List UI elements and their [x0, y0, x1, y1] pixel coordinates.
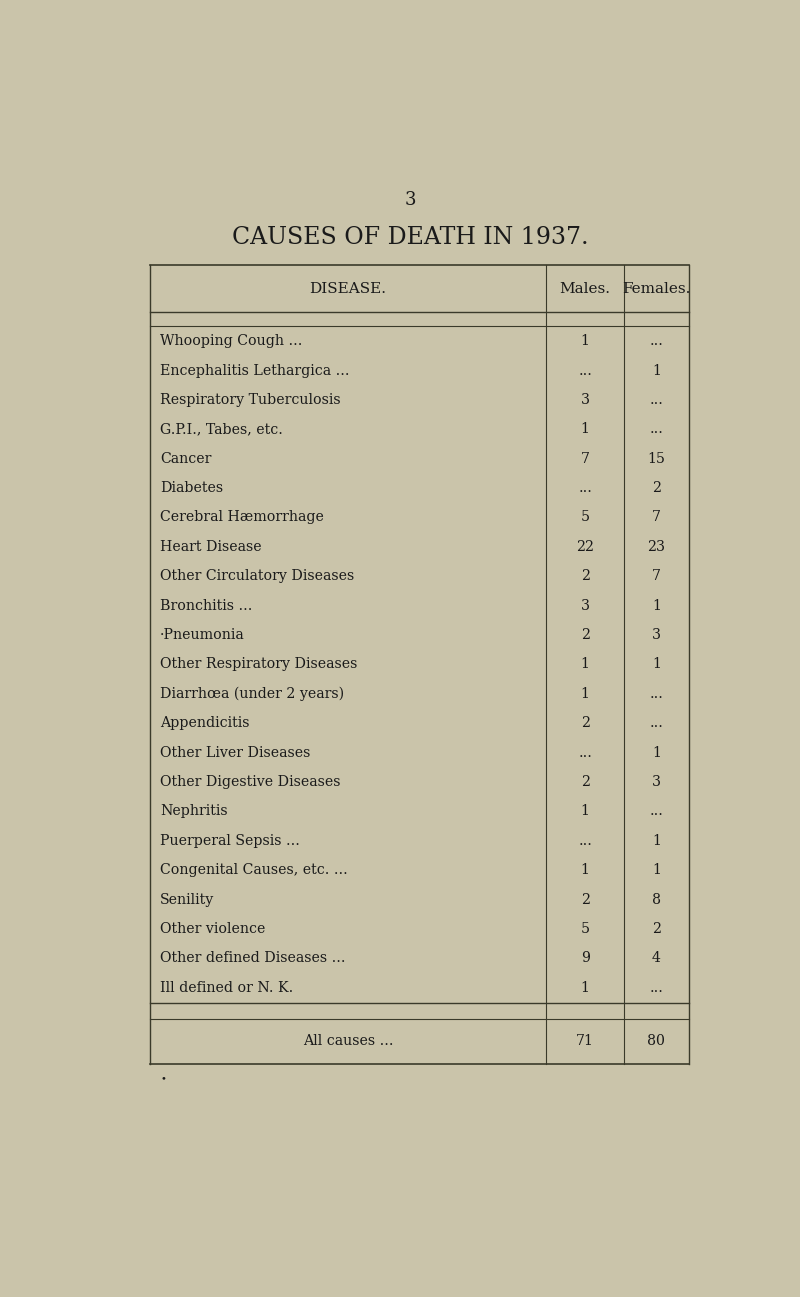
Text: 9: 9	[581, 952, 590, 965]
Text: 3: 3	[652, 776, 661, 789]
Text: Heart Disease: Heart Disease	[160, 540, 262, 554]
Text: 1: 1	[581, 804, 590, 818]
Text: 1: 1	[581, 423, 590, 436]
Text: Males.: Males.	[560, 281, 610, 296]
Text: ...: ...	[650, 687, 663, 700]
Text: Nephritis: Nephritis	[160, 804, 228, 818]
Text: 1: 1	[652, 834, 661, 848]
Text: Other Respiratory Diseases: Other Respiratory Diseases	[160, 658, 358, 672]
Text: 3: 3	[581, 599, 590, 612]
Text: Senility: Senility	[160, 892, 214, 907]
Text: 71: 71	[576, 1035, 594, 1048]
Text: ...: ...	[578, 363, 592, 377]
Text: Ill defined or N. K.: Ill defined or N. K.	[160, 981, 294, 995]
Text: Cerebral Hæmorrhage: Cerebral Hæmorrhage	[160, 511, 324, 524]
Text: •: •	[160, 1074, 166, 1083]
Text: ...: ...	[578, 746, 592, 760]
Text: 23: 23	[647, 540, 666, 554]
Text: 4: 4	[652, 952, 661, 965]
Text: Diarrhœa (under 2 years): Diarrhœa (under 2 years)	[160, 686, 344, 702]
Text: Bronchitis ...: Bronchitis ...	[160, 599, 253, 612]
Text: ...: ...	[650, 716, 663, 730]
Text: All causes ...: All causes ...	[302, 1035, 394, 1048]
Text: 5: 5	[581, 511, 590, 524]
Text: ...: ...	[578, 481, 592, 495]
Text: 1: 1	[581, 335, 590, 348]
Text: Other Digestive Diseases: Other Digestive Diseases	[160, 776, 341, 789]
Text: Other Circulatory Diseases: Other Circulatory Diseases	[160, 569, 354, 584]
Text: Encephalitis Lethargica ...: Encephalitis Lethargica ...	[160, 363, 350, 377]
Text: 7: 7	[652, 569, 661, 584]
Text: ...: ...	[578, 834, 592, 848]
Text: 2: 2	[652, 481, 661, 495]
Text: 1: 1	[581, 864, 590, 877]
Text: Respiratory Tuberculosis: Respiratory Tuberculosis	[160, 393, 341, 407]
Text: 1: 1	[652, 746, 661, 760]
Text: Other violence: Other violence	[160, 922, 266, 936]
Text: 1: 1	[652, 658, 661, 672]
Text: 1: 1	[652, 599, 661, 612]
Text: ...: ...	[650, 804, 663, 818]
Text: 2: 2	[581, 776, 590, 789]
Text: Other defined Diseases ...: Other defined Diseases ...	[160, 952, 346, 965]
Text: 5: 5	[581, 922, 590, 936]
Text: 3: 3	[581, 393, 590, 407]
Text: ·Pneumonia: ·Pneumonia	[160, 628, 245, 642]
Text: Other Liver Diseases: Other Liver Diseases	[160, 746, 310, 760]
Text: DISEASE.: DISEASE.	[310, 281, 386, 296]
Text: Appendicitis: Appendicitis	[160, 716, 250, 730]
Text: 1: 1	[581, 981, 590, 995]
Text: 1: 1	[581, 658, 590, 672]
Text: 22: 22	[576, 540, 594, 554]
Text: 7: 7	[652, 511, 661, 524]
Text: Cancer: Cancer	[160, 451, 211, 466]
Text: 7: 7	[581, 451, 590, 466]
Text: ...: ...	[650, 335, 663, 348]
Text: ...: ...	[650, 981, 663, 995]
Text: 2: 2	[581, 892, 590, 907]
Text: 1: 1	[652, 864, 661, 877]
Text: ...: ...	[650, 423, 663, 436]
Text: 2: 2	[581, 628, 590, 642]
Text: Diabetes: Diabetes	[160, 481, 223, 495]
Text: Congenital Causes, etc. ...: Congenital Causes, etc. ...	[160, 864, 348, 877]
Text: Females.: Females.	[622, 281, 690, 296]
Text: 8: 8	[652, 892, 661, 907]
Text: Puerperal Sepsis ...: Puerperal Sepsis ...	[160, 834, 300, 848]
Text: 3: 3	[652, 628, 661, 642]
Text: G.P.I., Tabes, etc.: G.P.I., Tabes, etc.	[160, 423, 283, 436]
Text: ...: ...	[650, 393, 663, 407]
Text: CAUSES OF DEATH IN 1937.: CAUSES OF DEATH IN 1937.	[232, 226, 588, 249]
Text: 2: 2	[652, 922, 661, 936]
Text: 2: 2	[581, 569, 590, 584]
Text: 1: 1	[581, 687, 590, 700]
Text: 15: 15	[647, 451, 666, 466]
Text: 80: 80	[647, 1035, 666, 1048]
Text: Whooping Cough ...: Whooping Cough ...	[160, 335, 302, 348]
Text: 1: 1	[652, 363, 661, 377]
Text: 2: 2	[581, 716, 590, 730]
Text: 3: 3	[404, 191, 416, 209]
